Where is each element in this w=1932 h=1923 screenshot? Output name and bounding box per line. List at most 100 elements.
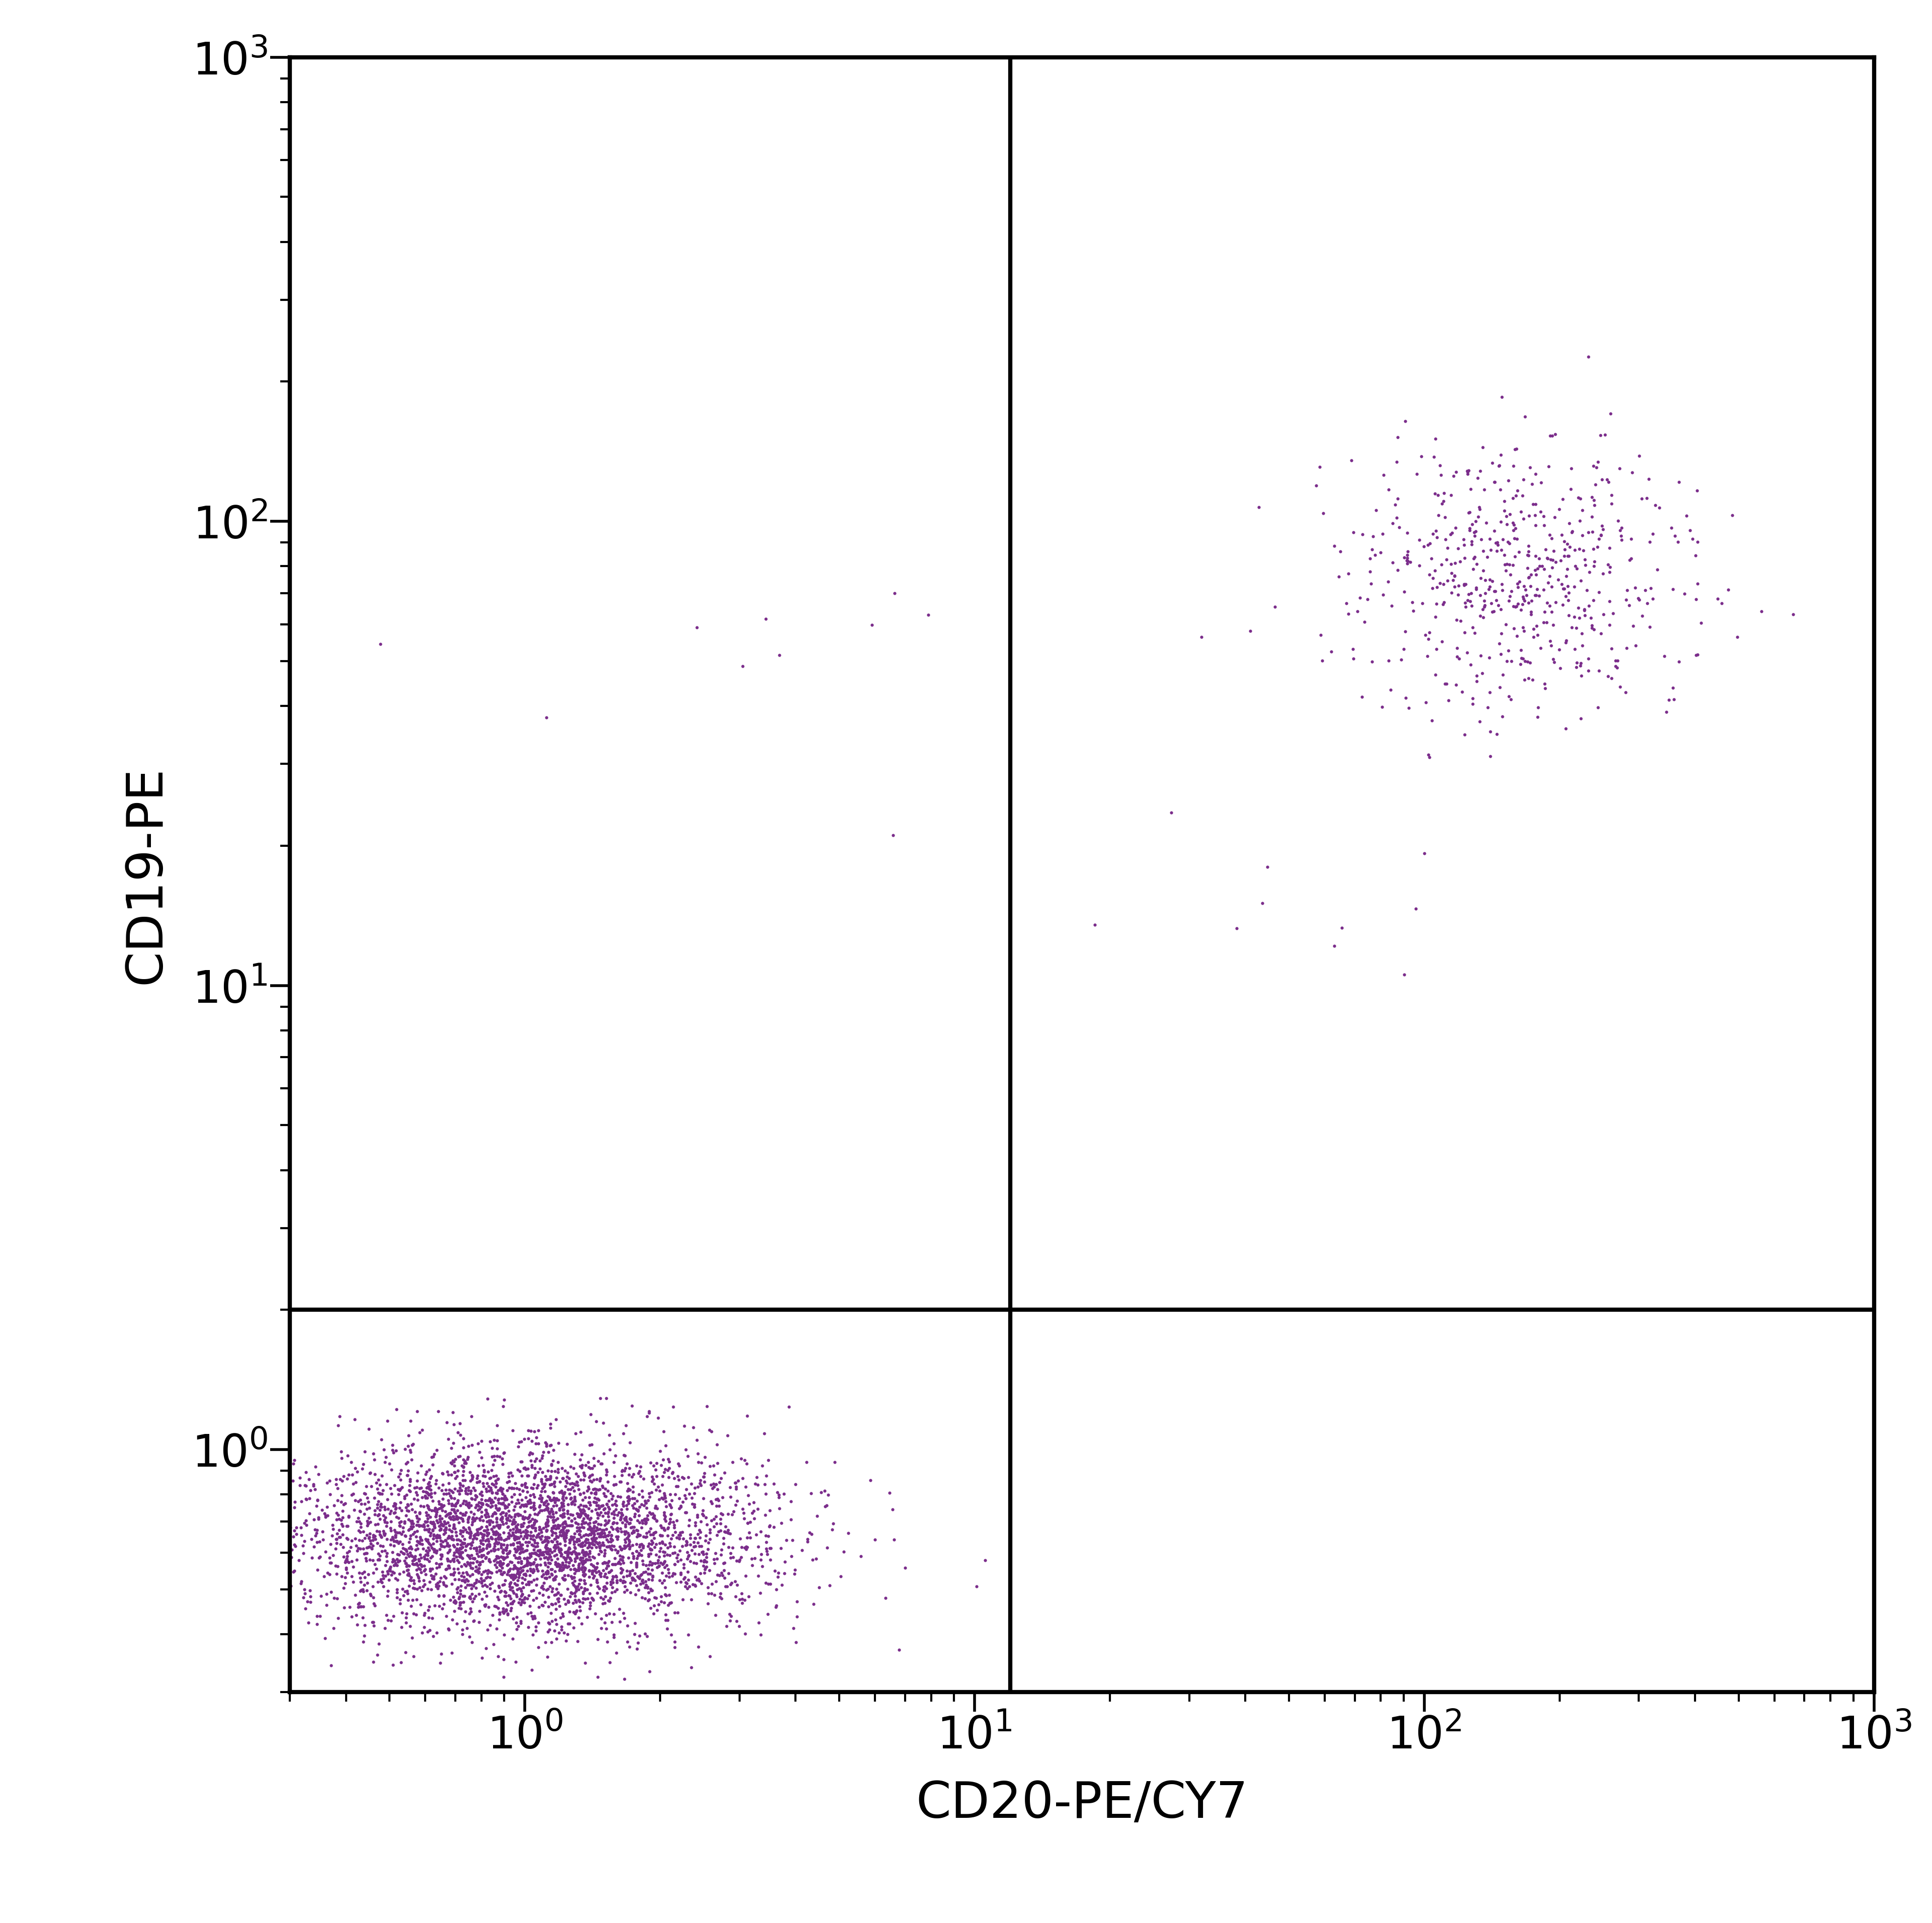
- Point: [585, 1529, 616, 1560]
- Point: [549, 1563, 580, 1594]
- Point: [491, 1594, 522, 1625]
- Point: [692, 1542, 723, 1573]
- Point: [1534, 421, 1565, 452]
- Point: [1416, 706, 1447, 737]
- Point: [479, 1517, 510, 1548]
- Point: [483, 1585, 514, 1615]
- Point: [392, 1456, 423, 1486]
- Point: [779, 1554, 810, 1585]
- Point: [1681, 475, 1712, 506]
- Point: [392, 1550, 423, 1581]
- Point: [707, 1560, 738, 1590]
- Point: [543, 1535, 574, 1565]
- Point: [473, 1490, 504, 1521]
- Point: [373, 1565, 404, 1596]
- Point: [512, 1531, 543, 1561]
- Point: [678, 1492, 709, 1523]
- Point: [516, 1506, 547, 1536]
- Point: [444, 1581, 475, 1611]
- Point: [690, 1554, 721, 1585]
- Point: [375, 1496, 406, 1527]
- Point: [433, 1502, 464, 1533]
- Point: [701, 1490, 732, 1521]
- Point: [1455, 473, 1486, 504]
- Point: [442, 1494, 473, 1525]
- Point: [477, 1513, 508, 1544]
- Point: [367, 1531, 398, 1561]
- Point: [477, 1486, 508, 1517]
- Point: [429, 1581, 460, 1611]
- Point: [574, 1490, 605, 1521]
- Point: [423, 1581, 454, 1611]
- Point: [435, 1552, 466, 1583]
- Point: [690, 1502, 721, 1533]
- Point: [605, 1594, 636, 1625]
- Point: [493, 1581, 524, 1611]
- Point: [645, 1513, 676, 1544]
- Point: [508, 1586, 539, 1617]
- Point: [417, 1540, 448, 1571]
- Point: [574, 1483, 605, 1513]
- Point: [554, 1463, 585, 1494]
- Point: [1449, 588, 1480, 619]
- Point: [379, 1527, 410, 1558]
- Point: [609, 1490, 639, 1521]
- Point: [630, 1506, 661, 1536]
- Point: [614, 1631, 645, 1661]
- Point: [394, 1533, 425, 1563]
- Point: [381, 1525, 412, 1556]
- Point: [1582, 533, 1613, 563]
- Point: [514, 1511, 545, 1542]
- Point: [576, 1523, 607, 1554]
- Point: [340, 1454, 371, 1485]
- Point: [327, 1436, 357, 1467]
- Point: [404, 1563, 435, 1594]
- Point: [1551, 625, 1582, 656]
- Point: [1511, 581, 1542, 612]
- Point: [668, 1552, 699, 1583]
- Point: [498, 1502, 529, 1533]
- Point: [601, 1561, 632, 1592]
- Point: [1488, 702, 1519, 733]
- Point: [402, 1529, 433, 1560]
- Point: [643, 1565, 674, 1596]
- Point: [549, 1525, 580, 1556]
- Point: [705, 1504, 736, 1535]
- Point: [1536, 571, 1567, 602]
- Point: [680, 1523, 711, 1554]
- Point: [781, 1586, 811, 1617]
- Point: [597, 1573, 628, 1604]
- Point: [421, 1571, 452, 1602]
- Point: [439, 1504, 469, 1535]
- Point: [667, 1531, 697, 1561]
- Point: [404, 1561, 435, 1592]
- Point: [278, 1556, 309, 1586]
- Point: [1706, 588, 1737, 619]
- Point: [278, 1465, 309, 1496]
- Point: [595, 1521, 626, 1552]
- Point: [390, 1448, 421, 1479]
- Point: [605, 1565, 636, 1596]
- Point: [638, 1463, 668, 1494]
- Point: [1520, 540, 1551, 571]
- Point: [1445, 606, 1476, 637]
- Point: [350, 1546, 381, 1577]
- Point: [599, 1598, 630, 1629]
- Point: [489, 1483, 520, 1513]
- Point: [462, 1463, 493, 1494]
- Point: [500, 1579, 531, 1610]
- Point: [417, 1486, 448, 1517]
- Point: [616, 1511, 647, 1542]
- Point: [605, 1544, 636, 1575]
- Point: [553, 1540, 583, 1571]
- Point: [481, 1542, 512, 1573]
- Point: [427, 1592, 458, 1623]
- Point: [1449, 617, 1480, 648]
- Point: [537, 1477, 568, 1508]
- Point: [533, 1573, 564, 1604]
- Point: [518, 1604, 549, 1635]
- Point: [580, 1527, 611, 1558]
- Point: [498, 1473, 529, 1504]
- Point: [1408, 838, 1439, 869]
- Point: [1464, 706, 1495, 737]
